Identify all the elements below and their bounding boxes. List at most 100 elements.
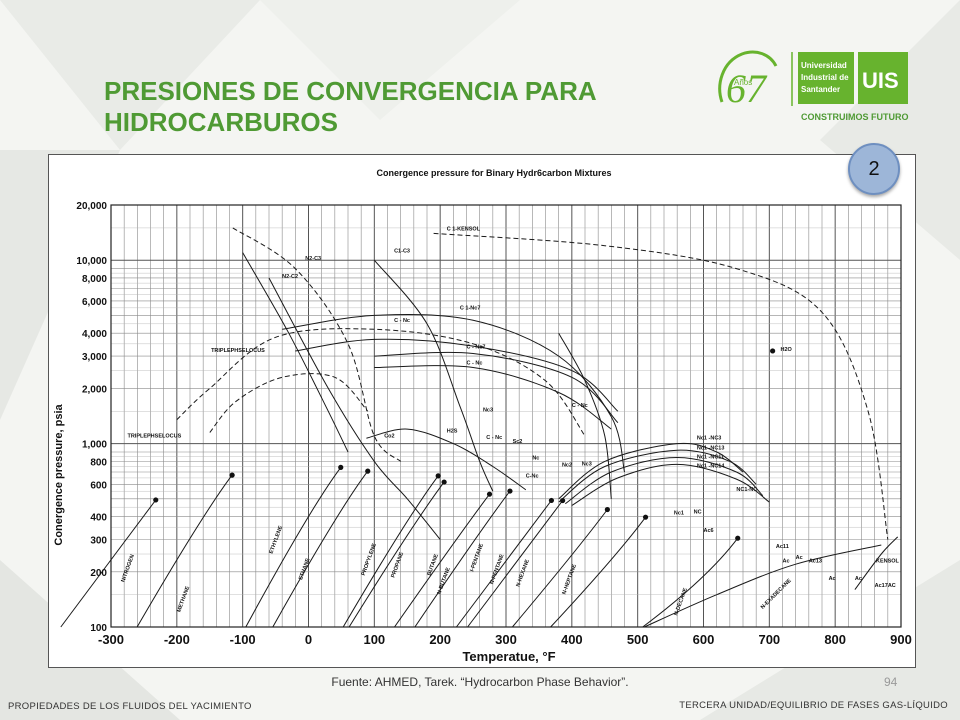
series-line	[558, 332, 612, 499]
series-line	[644, 544, 882, 628]
chart-annotation: I-PENTANE	[469, 543, 485, 573]
chart-annotation: TRIPLEPHSELOCUS	[127, 433, 181, 439]
chart-annotation: TRIPLEPHSELOCUS	[211, 348, 265, 354]
critical-point	[441, 479, 447, 485]
chart-annotation: N2-C2	[282, 274, 298, 280]
anniversary-number: 67	[726, 66, 768, 111]
chart-annotation: Ac13	[809, 558, 822, 564]
chart-annotation: C-Nc	[526, 473, 539, 479]
chart-annotation: Co2	[384, 433, 394, 439]
y-tick-label: 4,000	[82, 329, 107, 340]
critical-point	[435, 473, 441, 479]
y-tick-label: 20,000	[76, 201, 107, 212]
chart-annotation: Nc3	[582, 461, 592, 467]
series-line	[565, 456, 764, 505]
x-tick-label: 700	[758, 632, 780, 647]
chart-annotation: C 1-Nc7	[460, 305, 480, 311]
y-tick-label: 100	[90, 623, 107, 634]
chart-annotation: PROPANE	[390, 551, 405, 579]
chart-annotation: AC	[888, 583, 896, 589]
chart-annotation: C1-C3	[394, 249, 410, 255]
x-tick-label: 300	[495, 632, 517, 647]
chart-annotation: N-PENTANE	[489, 553, 506, 585]
series-line	[374, 365, 612, 430]
series-line	[209, 373, 369, 433]
chart-frame: C 1-KENSOL N2-C3 N2-C2 C1-C3 TRIPLEPHSELOCUS…	[48, 154, 916, 668]
chart-critical-points	[153, 348, 776, 541]
chart-annotation: H2O	[781, 347, 793, 353]
logo-tagline: CONSTRUIMOS FUTURO	[801, 112, 909, 122]
plot-border	[110, 204, 902, 628]
critical-point	[486, 491, 493, 497]
university-line3: Santander	[801, 85, 840, 94]
chart-title: Conergence pressure for Binary Hydr6carb…	[376, 168, 611, 178]
chart-annotation: Nc2	[562, 463, 572, 469]
vapor-pressure-curve	[414, 490, 511, 628]
chart-annotation: N-BUTANE	[436, 566, 451, 595]
page-number: 94	[884, 675, 898, 689]
x-tick-label: -100	[230, 632, 256, 647]
critical-point	[548, 497, 555, 504]
x-tick-label: 500	[627, 632, 649, 647]
vapor-pressure-curve	[342, 475, 439, 628]
critical-point	[642, 514, 649, 520]
chart-annotation: Ac	[829, 576, 836, 582]
series-line	[571, 463, 770, 506]
university-line1: Universidad	[801, 61, 847, 70]
anniversary-67-mark: 67 Años	[718, 50, 778, 111]
vapor-pressure-curve	[272, 470, 369, 628]
chart-annotation: NITROGEN	[120, 554, 136, 583]
y-tick-label: 600	[90, 480, 107, 491]
uis-monogram: UIS	[862, 68, 899, 93]
chart-annotation: C - Nc7	[467, 345, 486, 351]
chart-annotation: Ac	[855, 576, 862, 582]
critical-point	[507, 488, 513, 494]
chart-annotation: C 1-KENSOL	[447, 227, 481, 233]
convergence-pressure-chart: C 1-KENSOL N2-C3 N2-C2 C1-C3 TRIPLEPHSELOCUS…	[53, 168, 912, 664]
chart-annotation: N-HEXANE	[515, 558, 531, 587]
y-tick-label: 800	[90, 457, 107, 468]
chart-axes: -300 -200 -100 0 100 200 300 400 500 600 700 800 900…	[76, 201, 911, 647]
anniversary-word: Años	[734, 78, 752, 87]
y-tick-label: 1,000	[82, 440, 107, 451]
university-line2: Industrial de	[801, 73, 849, 82]
vapor-pressure-curve	[245, 467, 342, 628]
chart-series	[60, 227, 899, 628]
x-tick-label: 400	[561, 632, 583, 647]
vapor-pressure-curve	[136, 474, 233, 628]
series-line	[558, 449, 757, 503]
vapor-pressure-curve	[348, 481, 445, 628]
y-tick-label: 400	[90, 513, 107, 524]
x-tick-label: 200	[429, 632, 451, 647]
series-line	[854, 536, 899, 590]
x-tick-label: 600	[693, 632, 715, 647]
y-tick-label: 300	[90, 535, 107, 546]
chart-annotation: Ac17	[875, 583, 888, 589]
y-tick-label: 200	[90, 568, 107, 579]
chart-annotation: ETHANE	[298, 557, 311, 581]
series-line	[268, 277, 441, 540]
chart-annotation: Nc1 -NC14	[697, 464, 725, 470]
series-line	[373, 259, 494, 492]
vapor-pressure-curve	[456, 500, 552, 628]
critical-point	[153, 497, 159, 503]
series-line	[232, 227, 402, 462]
footer-course-name: PROPIEDADES DE LOS FLUIDOS DEL YACIMIENT…	[8, 701, 252, 712]
vapor-pressure-curve	[642, 537, 739, 628]
y-tick-label: 6,000	[82, 297, 107, 308]
critical-point	[229, 472, 235, 478]
chart-annotation: PROPYLENE	[361, 542, 378, 576]
chart-annotation: C - Nc	[572, 403, 588, 409]
slide-title: PRESIONES DE CONVERGENCIA PARA HIDROCARB…	[104, 76, 597, 138]
series-line	[242, 252, 349, 453]
x-tick-label: -200	[164, 632, 190, 647]
chart-annotation: C - Nc	[467, 360, 483, 366]
chart-annotation: Nc1 -NC11	[697, 454, 724, 460]
slide-title-line1: PRESIONES DE CONVERGENCIA PARA	[104, 76, 597, 106]
series-line	[282, 314, 625, 473]
chart-annotation: Ac	[796, 555, 803, 561]
chart-annotation: N2-C3	[305, 256, 321, 262]
chart-annotation: Nc1	[674, 511, 684, 517]
series-line	[433, 232, 889, 540]
y-axis-label: Conergence pressure, psia	[53, 404, 65, 546]
